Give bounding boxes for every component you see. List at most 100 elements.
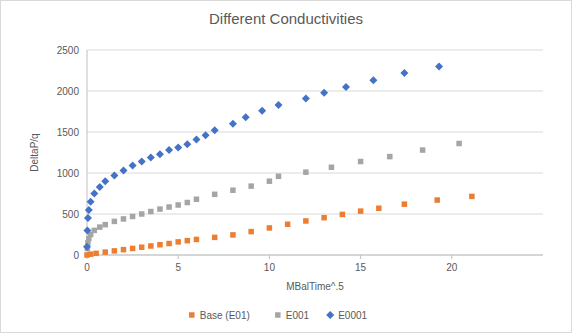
point [174, 144, 182, 152]
point [376, 206, 382, 212]
point [303, 218, 309, 224]
point [102, 249, 108, 255]
x-tick-label: 15 [355, 262, 367, 273]
point [387, 154, 393, 160]
series [85, 141, 462, 251]
grid-line [87, 255, 543, 256]
point [121, 216, 127, 222]
point [83, 226, 91, 234]
point [97, 224, 103, 230]
point [212, 235, 218, 241]
point [303, 169, 309, 175]
point [157, 242, 163, 248]
chart-background [1, 1, 572, 333]
point [139, 244, 145, 250]
y-tick-label: 500 [62, 209, 79, 220]
point [185, 200, 191, 206]
point [139, 211, 145, 217]
point [302, 94, 310, 102]
point [96, 183, 104, 191]
point [90, 190, 98, 198]
point [469, 194, 475, 200]
legend-marker [275, 312, 281, 318]
x-tick-label: 20 [446, 262, 458, 273]
series [84, 194, 474, 258]
point [165, 146, 173, 154]
point [112, 248, 118, 254]
point [156, 150, 164, 158]
legend-marker [189, 312, 195, 318]
x-tick [451, 255, 452, 259]
point [166, 241, 172, 247]
point [276, 174, 282, 180]
x-tick-label: 10 [264, 262, 276, 273]
point [329, 165, 335, 171]
x-axis-label: MBalTime^.5 [286, 281, 344, 292]
point [230, 187, 236, 193]
point [275, 101, 283, 109]
point [342, 83, 350, 91]
y-axis-label: DeltaP/q [29, 133, 40, 171]
grid-line [87, 50, 543, 51]
point [175, 239, 181, 245]
point [185, 238, 191, 244]
point [434, 197, 440, 203]
point [285, 222, 291, 228]
point [435, 62, 443, 70]
point [175, 202, 181, 208]
x-tick [360, 255, 361, 259]
y-tick-label: 0 [73, 250, 79, 261]
point [130, 214, 136, 220]
title: Different Conductivities [209, 10, 363, 27]
x-axis-line [87, 255, 543, 256]
point [248, 183, 254, 189]
point [321, 215, 327, 221]
point [212, 192, 218, 198]
point [230, 232, 236, 238]
point [92, 228, 98, 234]
point [85, 206, 93, 214]
point [119, 167, 127, 175]
point [148, 243, 154, 249]
series [83, 62, 443, 250]
point [202, 131, 210, 139]
point [211, 126, 219, 134]
point [229, 120, 237, 128]
point [420, 147, 426, 153]
point [112, 219, 118, 225]
point [267, 178, 273, 184]
y-tick-label: 1500 [57, 127, 80, 138]
grid-line [87, 91, 543, 92]
y-tick-label: 1000 [57, 168, 80, 179]
legend: Base (E01)E001E0001 [189, 310, 368, 321]
point [87, 198, 95, 206]
point [121, 247, 127, 253]
point [358, 159, 364, 165]
plot-area [83, 62, 475, 257]
legend-label: E0001 [338, 310, 367, 321]
point [192, 135, 200, 143]
point [138, 158, 146, 166]
point [166, 204, 172, 210]
point [110, 171, 118, 179]
point [148, 209, 154, 215]
point [129, 162, 137, 170]
x-tick [178, 255, 179, 259]
y-tick-label: 2000 [57, 86, 80, 97]
point [320, 89, 328, 97]
grid-line [87, 132, 543, 133]
legend-marker [326, 311, 334, 319]
point [84, 214, 92, 222]
point [456, 141, 462, 147]
point [194, 196, 200, 202]
point [402, 201, 408, 207]
point [130, 246, 136, 252]
point [88, 251, 94, 257]
x-tick-label: 5 [175, 262, 181, 273]
point [157, 206, 163, 212]
x-tick-label: 0 [84, 262, 90, 273]
chart: Different Conductivities 0 500 1000 1500 2000… [0, 0, 572, 333]
point [93, 251, 99, 256]
point [248, 229, 254, 235]
point [358, 208, 364, 214]
